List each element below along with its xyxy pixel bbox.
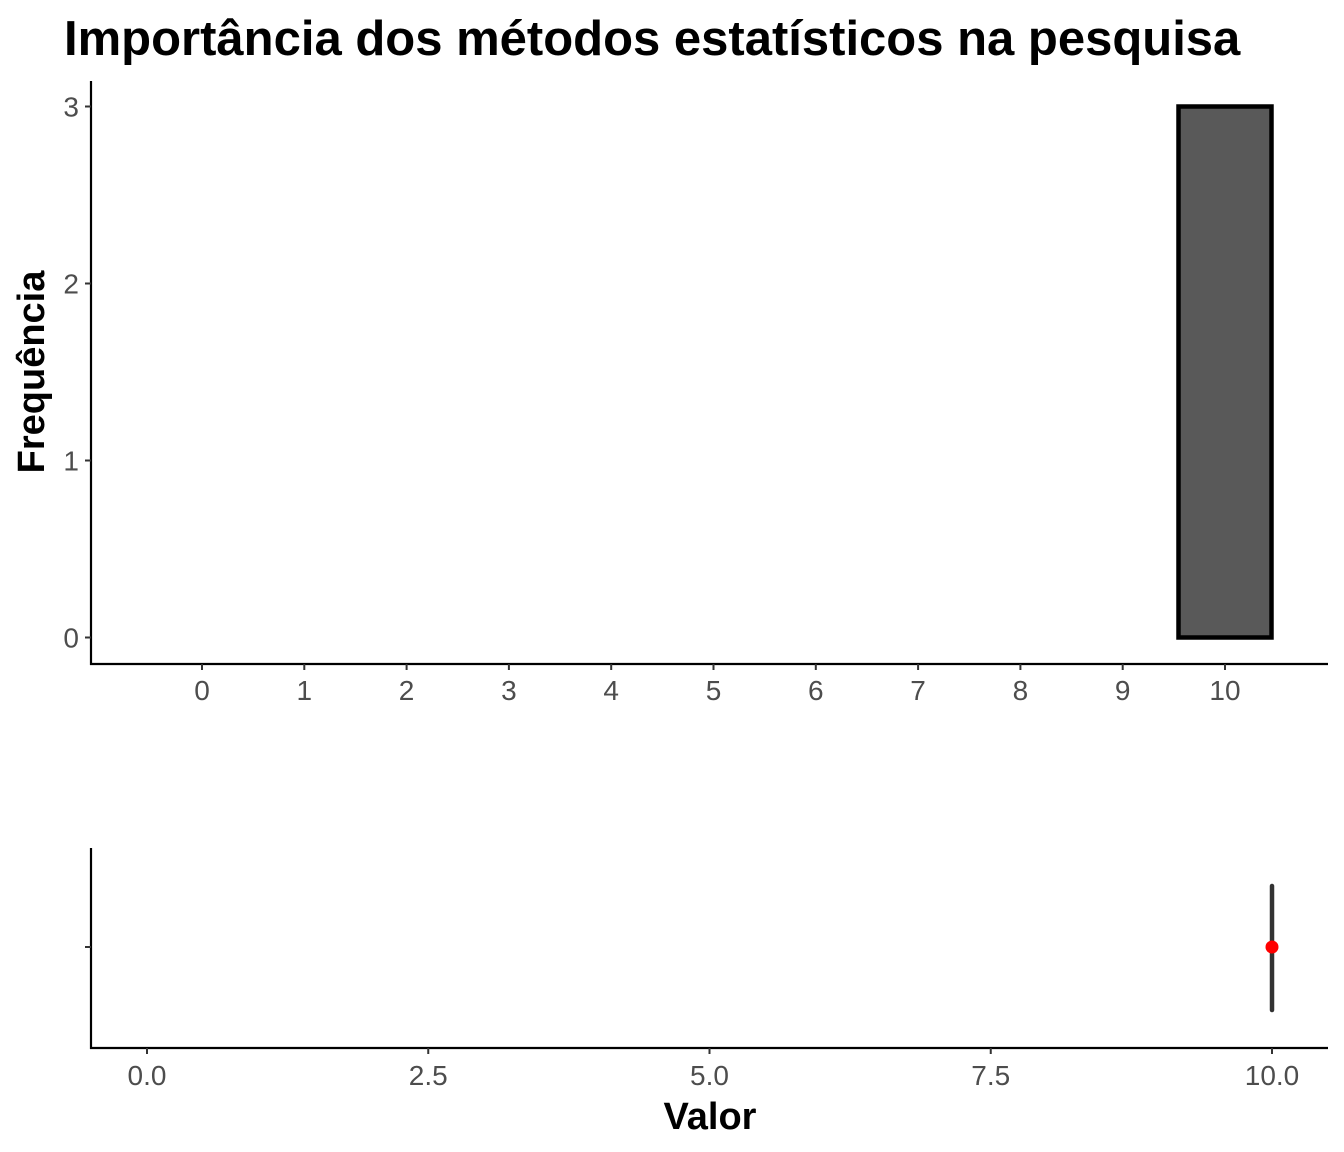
histogram-y-tick-label: 3 bbox=[63, 92, 79, 123]
y-axis-title: Frequência bbox=[11, 270, 53, 474]
histogram-x-tick-label: 5 bbox=[706, 675, 722, 706]
histogram-x-tick-label: 10 bbox=[1209, 675, 1240, 706]
histogram-bar bbox=[1176, 104, 1274, 640]
histogram-x-tick-label: 0 bbox=[194, 675, 210, 706]
histogram-x-tick-label: 4 bbox=[603, 675, 619, 706]
x-axis-title: Valor bbox=[664, 1096, 757, 1138]
y-axis-title-group: Frequência bbox=[11, 270, 53, 474]
histogram-x-tick-label: 6 bbox=[808, 675, 824, 706]
histogram-x-tick-label: 1 bbox=[297, 675, 313, 706]
boxplot-x-tick-label: 10.0 bbox=[1245, 1060, 1300, 1091]
boxplot-x-tick-label: 7.5 bbox=[971, 1060, 1010, 1091]
histogram-x-ticks: 0 1 2 3 4 5 6 7 8 9 10 bbox=[194, 664, 1241, 706]
histogram-axes bbox=[89, 81, 1328, 666]
boxplot-marks bbox=[1265, 883, 1279, 1013]
histogram-y-tick-label: 2 bbox=[63, 269, 79, 300]
histogram-x-tick-label: 7 bbox=[910, 675, 926, 706]
boxplot-x-tick-label: 5.0 bbox=[690, 1060, 729, 1091]
histogram-x-tick-label: 8 bbox=[1013, 675, 1029, 706]
boxplot-x-ticks: 0.0 2.5 5.0 7.5 10.0 bbox=[128, 1048, 1300, 1091]
boxplot-axes bbox=[85, 848, 1328, 1050]
boxplot-x-tick-label: 2.5 bbox=[409, 1060, 448, 1091]
histogram-x-tick-label: 2 bbox=[399, 675, 415, 706]
histogram-bars bbox=[1176, 104, 1274, 640]
histogram-y-tick-label: 1 bbox=[63, 446, 79, 477]
histogram-x-tick-label: 9 bbox=[1115, 675, 1131, 706]
histogram-panel: Frequência 0 1 2 3 0 1 2 3 4 5 6 7 8 9 10 bbox=[11, 81, 1328, 706]
boxplot-panel: 0.0 2.5 5.0 7.5 10.0 Valor bbox=[85, 848, 1328, 1138]
boxplot-x-tick-label: 0.0 bbox=[128, 1060, 167, 1091]
boxplot-mean-point bbox=[1265, 940, 1279, 954]
histogram-x-tick-label: 3 bbox=[501, 675, 517, 706]
chart-title: Importância dos métodos estatísticos na … bbox=[64, 12, 1241, 66]
histogram-y-tick-label: 0 bbox=[63, 623, 79, 654]
histogram-y-ticks: 0 1 2 3 bbox=[63, 92, 91, 654]
